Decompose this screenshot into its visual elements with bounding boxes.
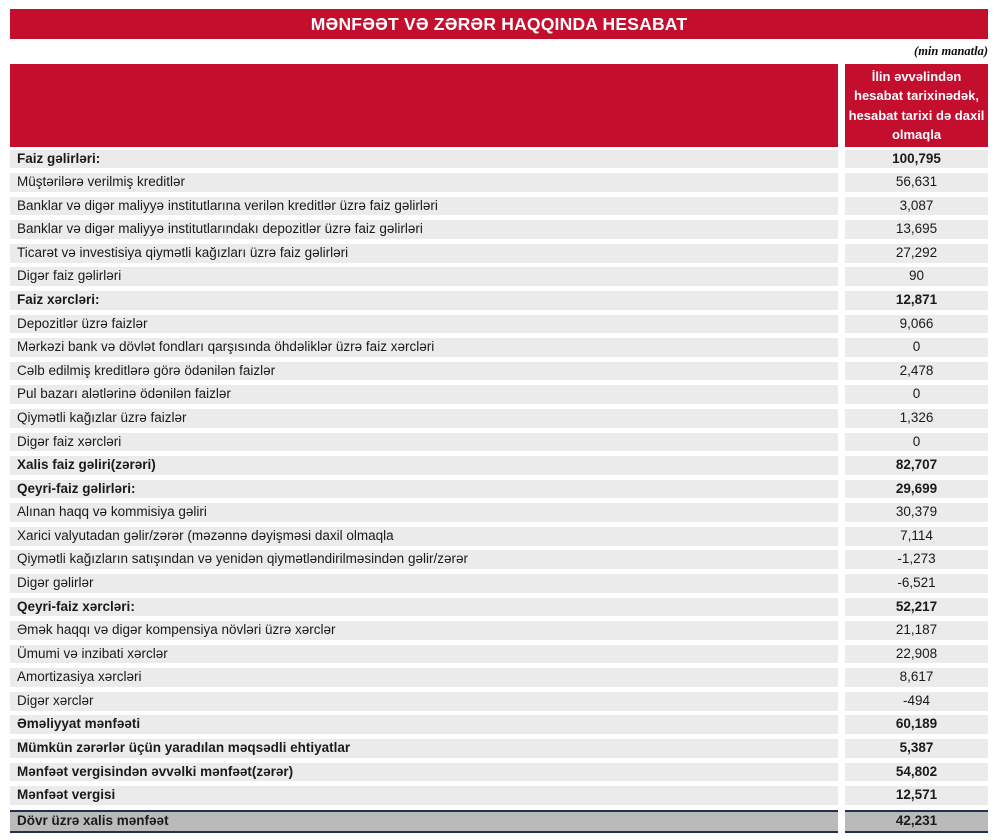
report-title: MƏNFƏƏT VƏ ZƏRƏR HAQQINDA HESABAT xyxy=(310,13,688,34)
row-label: Depozitlər üzrə faizlər xyxy=(10,314,838,334)
row-label: Amortizasiya xərcləri xyxy=(10,668,838,687)
row-value: 7,114 xyxy=(845,526,988,546)
table-row: Qiymətli kağızlar üzrə faizlər 1,326 xyxy=(10,408,988,428)
table-row: Digər xərclər -494 xyxy=(10,691,988,711)
row-label: Faiz xərcləri: xyxy=(10,291,838,310)
row-value: 0 xyxy=(845,385,988,405)
row-value: 0 xyxy=(845,338,988,357)
row-value: 82,707 xyxy=(845,456,988,475)
row-value: 2,478 xyxy=(845,361,988,381)
table-row: Mərkəzi bank və dövlət fondları qarşısın… xyxy=(10,338,988,357)
pnl-table: İlin əvvəlindən hesabat tarixinədək, hes… xyxy=(10,64,988,838)
table-row: Xarici valyutadan gəlir/zərər (məzənnə d… xyxy=(10,526,988,546)
row-label: Müştərilərə verilmiş kreditlər xyxy=(10,173,838,192)
row-value: 42,231 xyxy=(845,809,988,833)
table-row: Qiymətli kağızların satışından və yenidə… xyxy=(10,550,988,570)
table-row: Ticarət və investisiya qiymətli kağızlar… xyxy=(10,243,988,263)
row-label: Qeyri-faiz gəlirləri: xyxy=(10,479,838,499)
row-value: 56,631 xyxy=(845,173,988,192)
table-row: Xalis faiz gəliri(zərəri) 82,707 xyxy=(10,456,988,475)
row-value: 21,187 xyxy=(845,621,988,640)
row-label: Xalis faiz gəliri(zərəri) xyxy=(10,456,838,475)
row-label: Mənfəət vergisindən əvvəlki mənfəət(zərə… xyxy=(10,762,838,782)
table-row: Digər faiz gəlirləri 90 xyxy=(10,267,988,287)
row-value: 0 xyxy=(845,432,988,452)
row-label: Digər faiz xərcləri xyxy=(10,432,838,452)
table-row: Faiz gəlirləri: 100,795 xyxy=(10,149,988,169)
table-row: Qeyri-faiz xərcləri: 52,217 xyxy=(10,597,988,617)
row-label: Ticarət və investisiya qiymətli kağızlar… xyxy=(10,243,838,263)
row-value: 52,217 xyxy=(845,597,988,617)
table-row: Mümkün zərərlər üçün yaradılan məqsədli … xyxy=(10,739,988,758)
row-label: Mənfəət vergisi xyxy=(10,786,838,805)
table-row: Faiz xərcləri: 12,871 xyxy=(10,291,988,310)
table-row: Qeyri-faiz gəlirləri: 29,699 xyxy=(10,479,988,499)
row-label: Banklar və digər maliyyə institutlarına … xyxy=(10,196,838,216)
row-value: -1,273 xyxy=(845,550,988,570)
unit-note: (min manatla) xyxy=(914,44,988,58)
table-row: Digər gəlirlər -6,521 xyxy=(10,574,988,593)
row-value: 12,571 xyxy=(845,786,988,805)
row-label: Faiz gəlirləri: xyxy=(10,149,838,169)
row-label: Pul bazarı alətlərinə ödənilən faizlər xyxy=(10,385,838,405)
row-value: 100,795 xyxy=(845,149,988,169)
table-row: Depozitlər üzrə faizlər 9,066 xyxy=(10,314,988,334)
table-row: Dövr üzrə xalis mənfəət 42,231 xyxy=(10,809,988,833)
row-label: Mümkün zərərlər üçün yaradılan məqsədli … xyxy=(10,739,838,758)
row-label: Ümumi və inzibati xərclər xyxy=(10,644,838,664)
row-label: Alınan haqq və kommisiya gəliri xyxy=(10,503,838,522)
table-row: Cəlb edilmiş kreditlərə görə ödənilən fa… xyxy=(10,361,988,381)
header-value-cell: İlin əvvəlindən hesabat tarixinədək, hes… xyxy=(845,64,988,147)
report-title-banner: MƏNFƏƏT VƏ ZƏRƏR HAQQINDA HESABAT xyxy=(10,9,988,39)
table-row: Amortizasiya xərcləri 8,617 xyxy=(10,668,988,687)
table-row: Banklar və digər maliyyə institutlarında… xyxy=(10,220,988,240)
row-label: Cəlb edilmiş kreditlərə görə ödənilən fa… xyxy=(10,361,838,381)
row-label: Mərkəzi bank və dövlət fondları qarşısın… xyxy=(10,338,838,357)
row-value: 1,326 xyxy=(845,408,988,428)
row-value: 3,087 xyxy=(845,196,988,216)
row-value: 90 xyxy=(845,267,988,287)
row-label: Digər faiz gəlirləri xyxy=(10,267,838,287)
table-row: Ümumi və inzibati xərclər 22,908 xyxy=(10,644,988,664)
row-label: Əməliyyat mənfəəti xyxy=(10,715,838,735)
table-body: Faiz gəlirləri: 100,795 Müştərilərə verilm… xyxy=(10,149,988,833)
row-label: Xarici valyutadan gəlir/zərər (məzənnə d… xyxy=(10,526,838,546)
row-label: Əmək haqqı və digər kompensiya növləri ü… xyxy=(10,621,838,640)
row-value: 27,292 xyxy=(845,243,988,263)
table-row: Müştərilərə verilmiş kreditlər 56,631 xyxy=(10,173,988,192)
row-value: 13,695 xyxy=(845,220,988,240)
table-row: Digər faiz xərcləri 0 xyxy=(10,432,988,452)
row-label: Qiymətli kağızların satışından və yenidə… xyxy=(10,550,838,570)
table-row: Pul bazarı alətlərinə ödənilən faizlər 0 xyxy=(10,385,988,405)
table-row: Mənfəət vergisindən əvvəlki mənfəət(zərə… xyxy=(10,762,988,782)
table-header-row: İlin əvvəlindən hesabat tarixinədək, hes… xyxy=(10,64,988,147)
row-value: 60,189 xyxy=(845,715,988,735)
row-value: 54,802 xyxy=(845,762,988,782)
table-row: Banklar və digər maliyyə institutlarına … xyxy=(10,196,988,216)
row-label: Qiymətli kağızlar üzrə faizlər xyxy=(10,408,838,428)
row-value: -494 xyxy=(845,691,988,711)
row-value: 5,387 xyxy=(845,739,988,758)
table-row: Əmək haqqı və digər kompensiya növləri ü… xyxy=(10,621,988,640)
row-value: 8,617 xyxy=(845,668,988,687)
row-label: Digər xərclər xyxy=(10,691,838,711)
row-label: Banklar və digər maliyyə institutlarında… xyxy=(10,220,838,240)
header-label-cell xyxy=(10,64,838,147)
row-value: -6,521 xyxy=(845,574,988,593)
row-value: 12,871 xyxy=(845,291,988,310)
table-row: Alınan haqq və kommisiya gəliri 30,379 xyxy=(10,503,988,522)
row-label: Dövr üzrə xalis mənfəət xyxy=(10,809,838,833)
table-row: Mənfəət vergisi 12,571 xyxy=(10,786,988,805)
row-value: 9,066 xyxy=(845,314,988,334)
table-row: Əməliyyat mənfəəti 60,189 xyxy=(10,715,988,735)
row-value: 22,908 xyxy=(845,644,988,664)
row-value: 29,699 xyxy=(845,479,988,499)
row-label: Qeyri-faiz xərcləri: xyxy=(10,597,838,617)
row-value: 30,379 xyxy=(845,503,988,522)
row-label: Digər gəlirlər xyxy=(10,574,838,593)
